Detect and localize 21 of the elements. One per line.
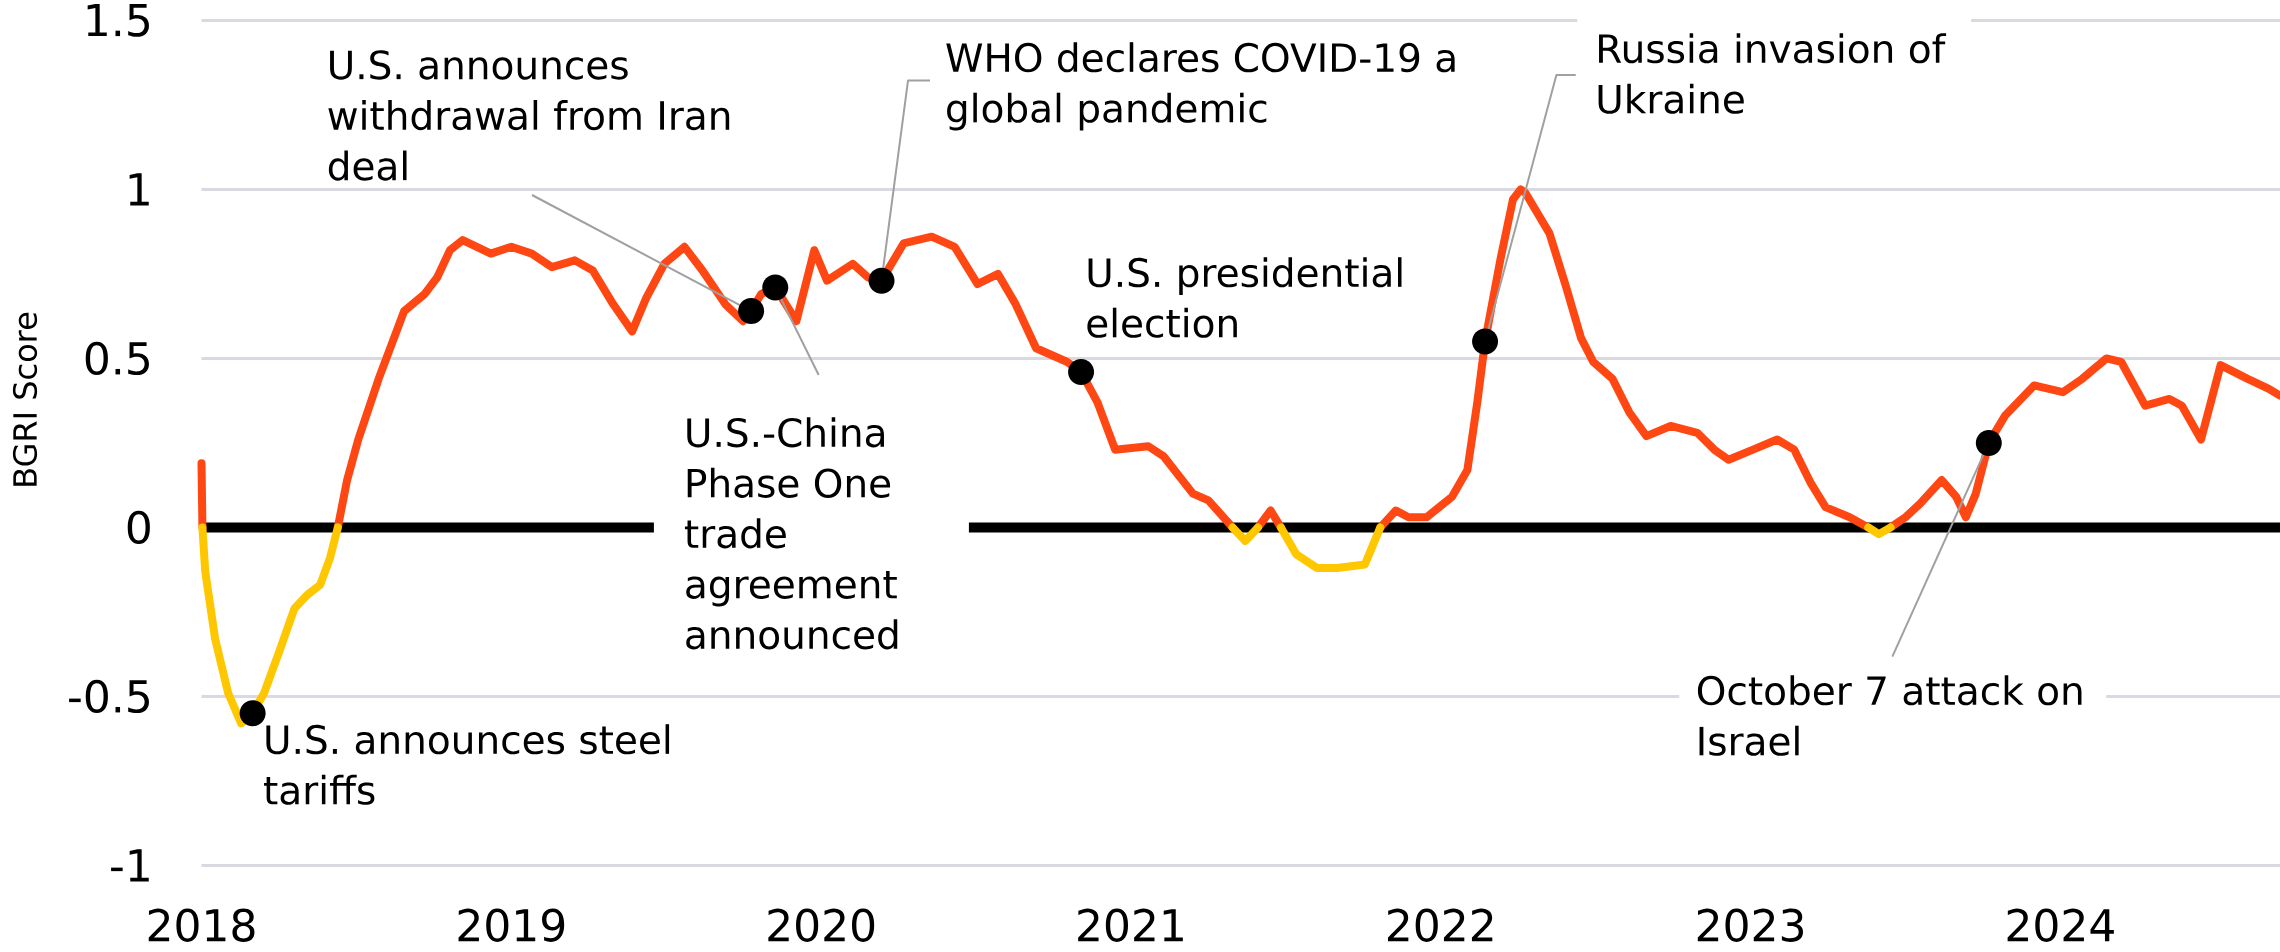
y-tick-label: 1.5 xyxy=(87,4,149,37)
y-tick-label: -1 xyxy=(111,849,149,882)
annotation: U.S.-China Phase One trade agreement announced xyxy=(684,417,898,650)
annotation: U.S. announces steel tariffs xyxy=(264,724,670,805)
annotation: Russia invasion of Ukraine xyxy=(1598,33,1947,114)
annotation: U.S. presidential election xyxy=(1087,257,1402,338)
y-tick-label: 0.5 xyxy=(85,341,149,376)
x-tick-label: 2021 xyxy=(1078,908,1183,942)
x-tick-label: 2020 xyxy=(768,908,875,942)
annotation: U.S. announces withdrawal from Iran deal xyxy=(328,50,730,181)
annotation: October 7 attack on Israel xyxy=(1697,675,2082,756)
x-tick-label: 2018 xyxy=(148,908,255,942)
y-axis-title: BGRI Score xyxy=(12,312,38,486)
x-tick-label: 2022 xyxy=(1387,908,1493,942)
x-tick-label: 2023 xyxy=(1697,908,1803,942)
annotation: WHO declares COVID-19 a global pandemic xyxy=(946,42,1455,131)
x-tick-label: 2024 xyxy=(2007,908,2114,942)
y-tick-label: 0 xyxy=(127,510,150,545)
y-tick-label: 1 xyxy=(129,173,149,206)
y-tick-label: -0.5 xyxy=(69,679,149,714)
x-tick-label: 2019 xyxy=(458,908,565,942)
